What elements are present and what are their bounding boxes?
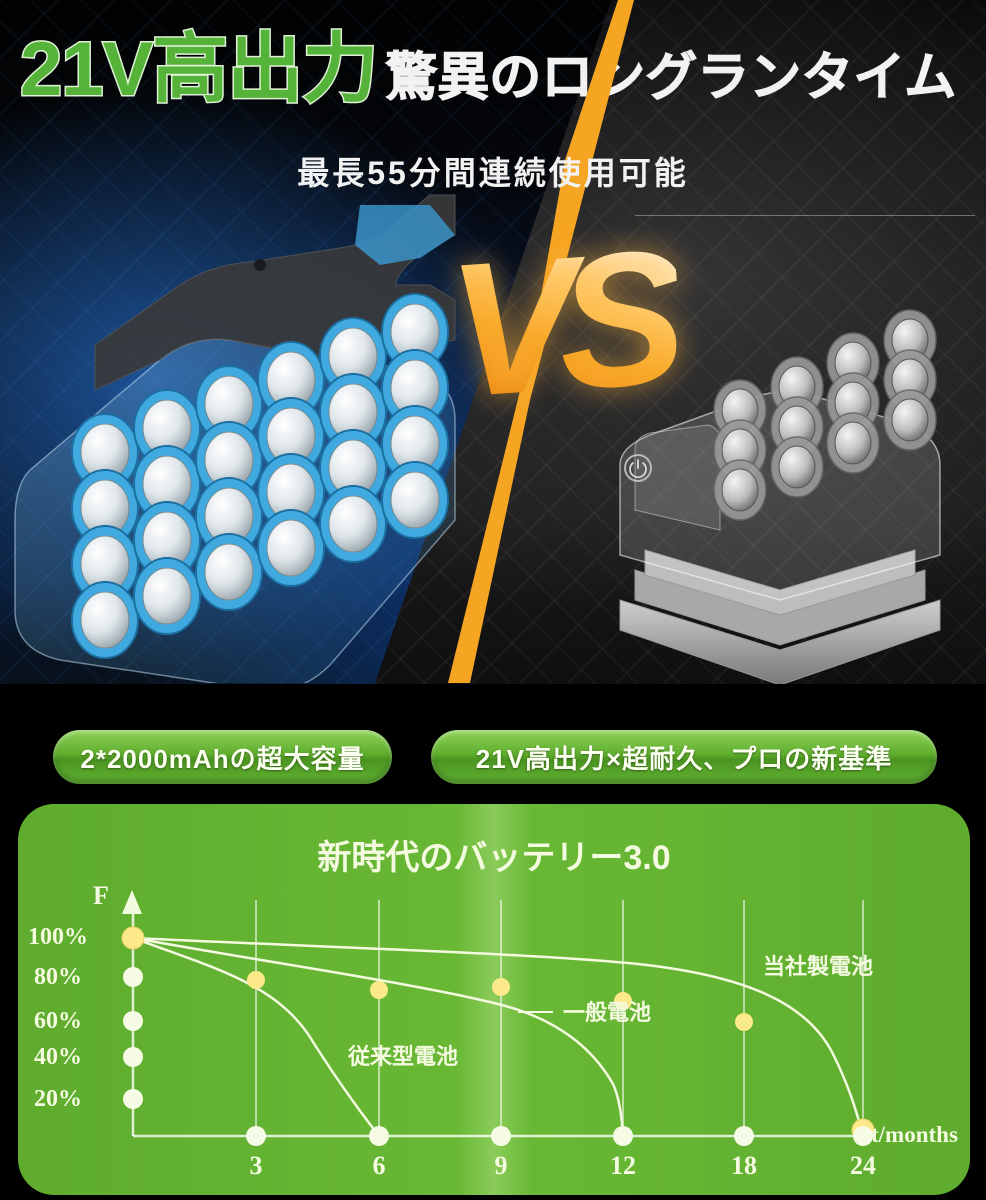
svg-text:6: 6 bbox=[373, 1151, 386, 1180]
svg-text:一般電池: 一般電池 bbox=[563, 1000, 651, 1025]
svg-text:12: 12 bbox=[610, 1151, 636, 1180]
svg-text:9: 9 bbox=[495, 1151, 508, 1180]
svg-text:24: 24 bbox=[850, 1151, 876, 1180]
svg-text:80%: 80% bbox=[34, 964, 82, 990]
svg-text:F: F bbox=[93, 881, 109, 910]
svg-text:40%: 40% bbox=[34, 1044, 82, 1070]
svg-text:当社製電池: 当社製電池 bbox=[763, 954, 873, 979]
svg-text:18: 18 bbox=[731, 1151, 757, 1180]
svg-text:t/months: t/months bbox=[871, 1122, 958, 1147]
svg-text:60%: 60% bbox=[34, 1008, 82, 1034]
svg-text:20%: 20% bbox=[34, 1086, 82, 1112]
svg-text:100%: 100% bbox=[28, 924, 88, 950]
svg-text:従来型電池: 従来型電池 bbox=[347, 1044, 458, 1069]
svg-text:3: 3 bbox=[250, 1151, 263, 1180]
